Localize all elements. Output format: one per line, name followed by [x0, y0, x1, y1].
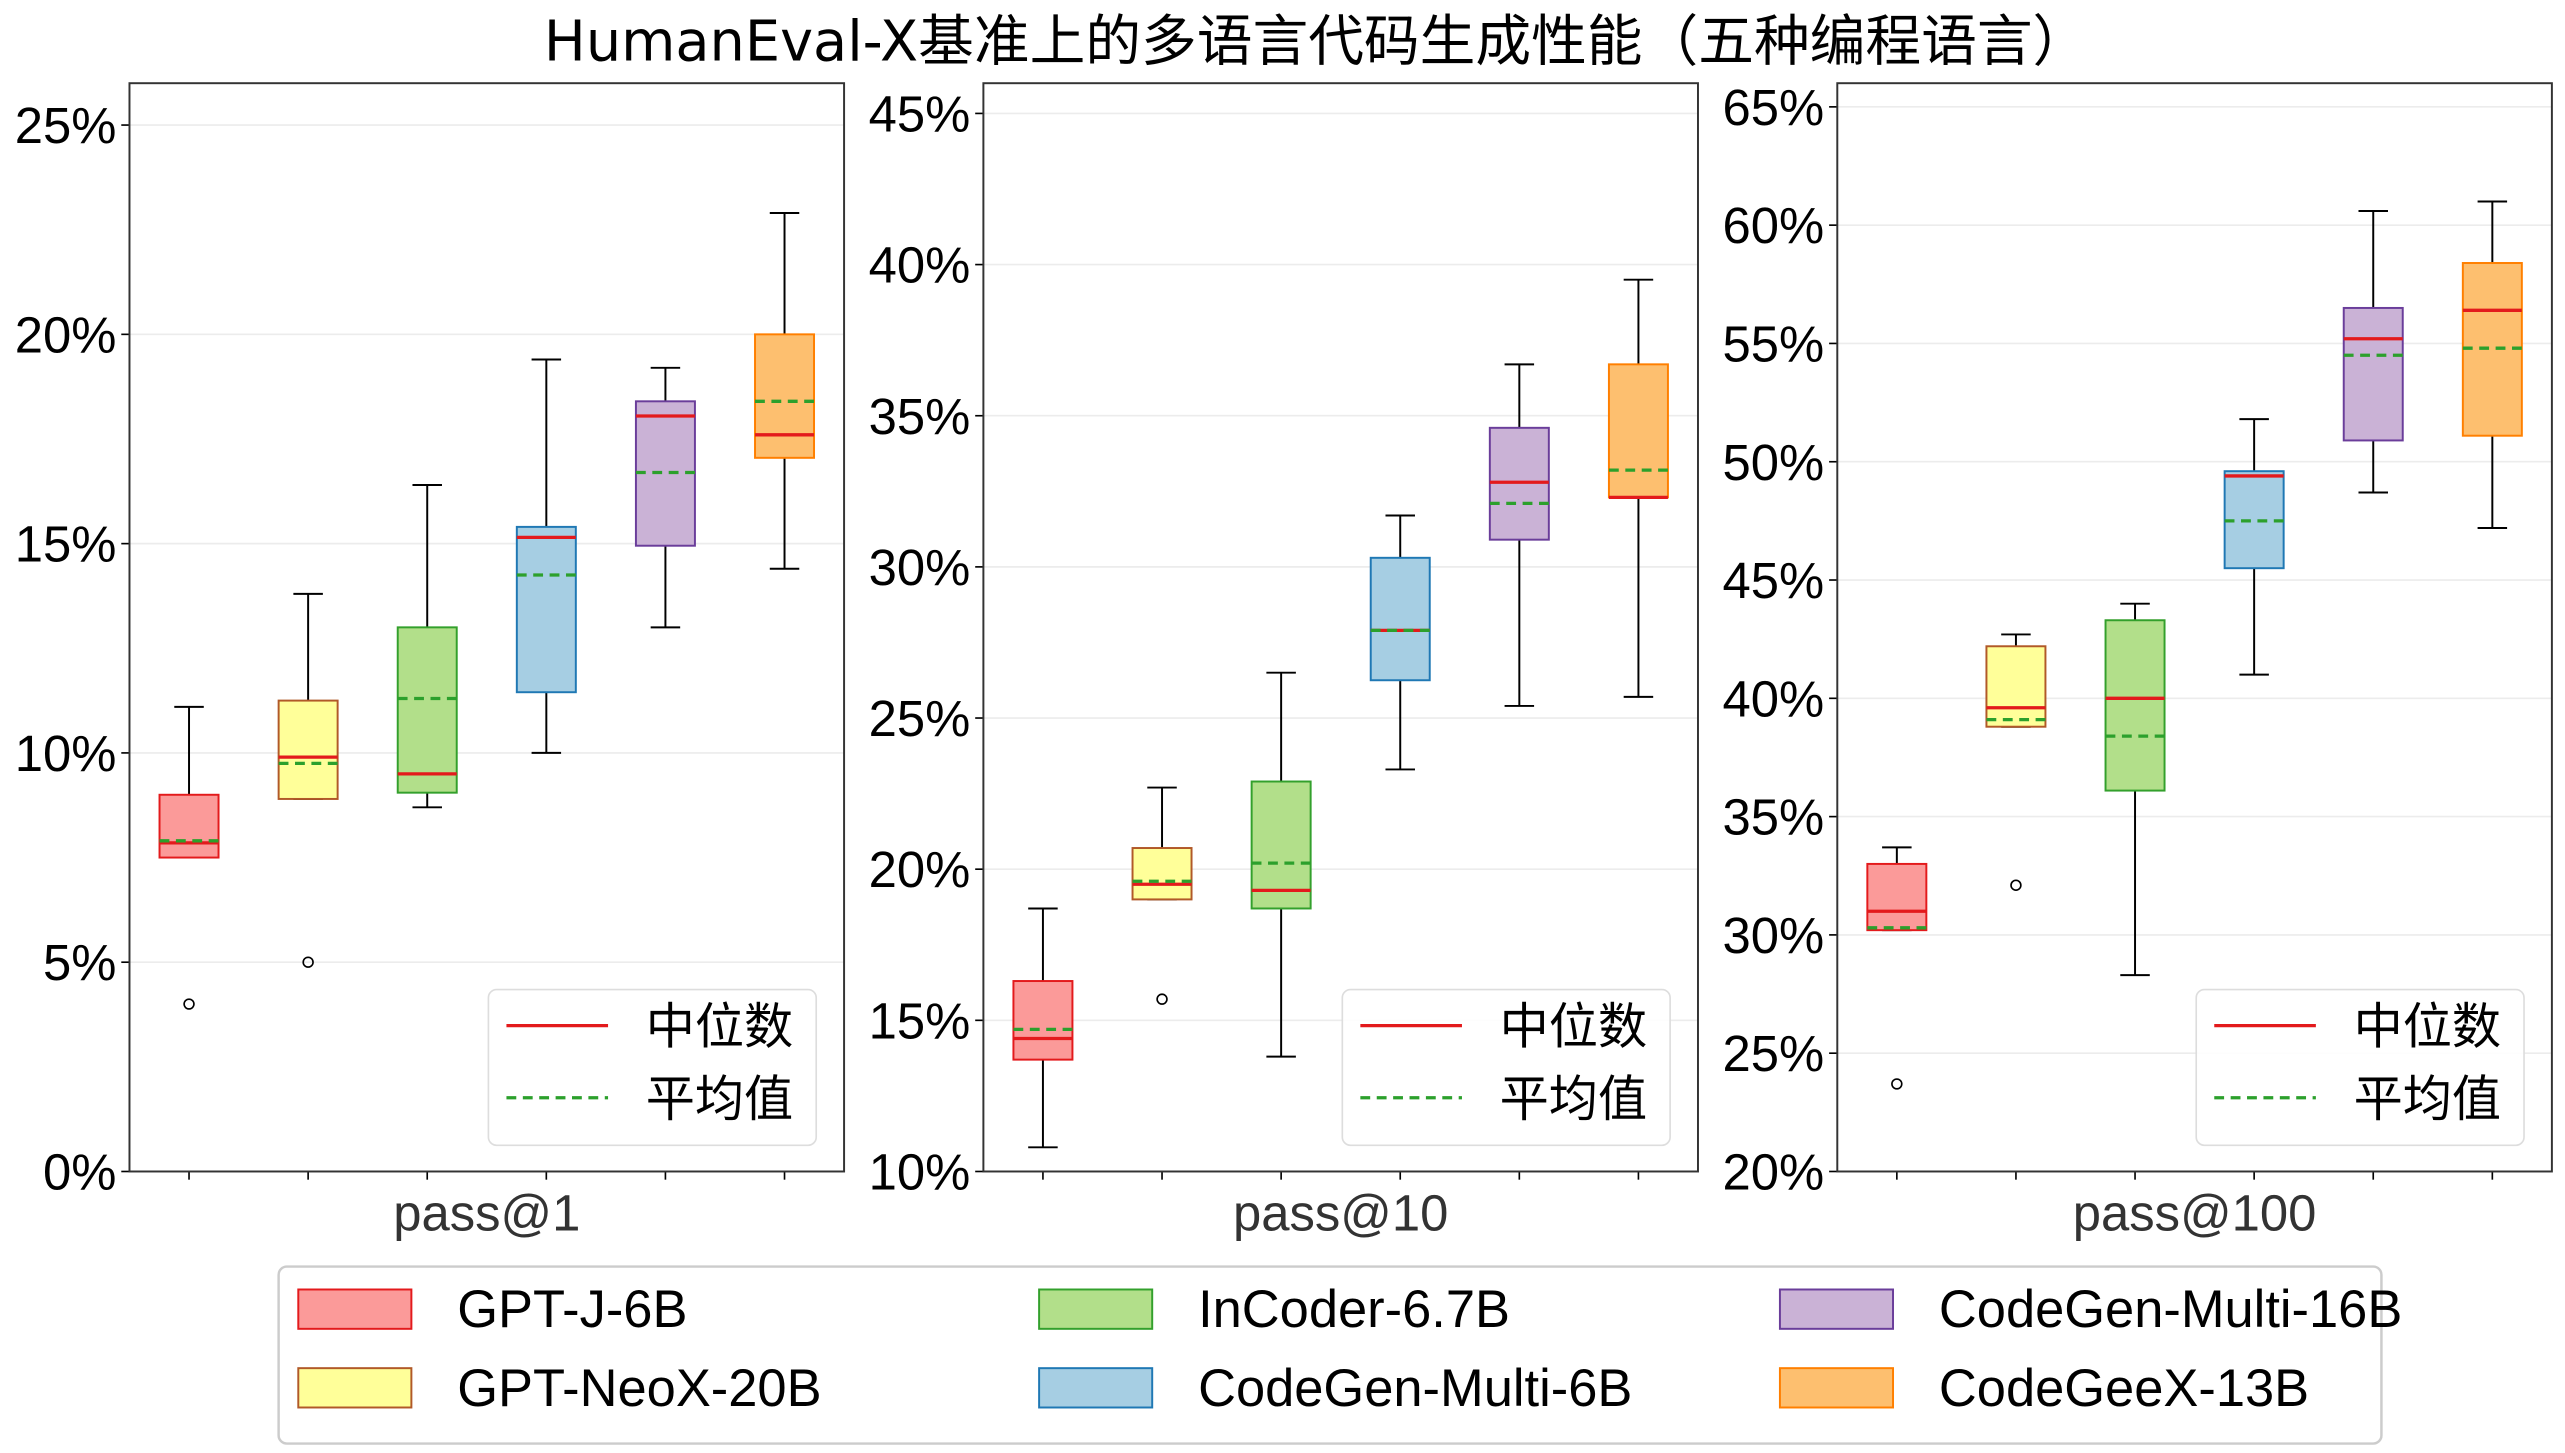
box-CodeGeeX-13B: [754, 333, 816, 459]
outlier-point: [302, 956, 314, 968]
box-GPT-NeoX-20B: [1131, 847, 1193, 901]
outlier-point: [183, 998, 195, 1010]
y-tick-label: 25%: [1723, 1025, 1825, 1082]
box-CodeGen-Multi-6B: [515, 525, 577, 694]
legend-swatch: [1778, 1288, 1895, 1330]
legend-swatch: [297, 1288, 413, 1330]
axes-frame: [982, 82, 1699, 1173]
y-tick-label: 30%: [1723, 907, 1825, 964]
legend-item-CodeGen-Multi-16B: CodeGen-Multi-16B: [1778, 1281, 2402, 1339]
box-InCoder-6.7B: [2104, 619, 2166, 792]
y-tick-label: 30%: [869, 539, 971, 596]
y-tick-label: 40%: [869, 237, 971, 294]
y-tick-label: 35%: [1723, 789, 1825, 846]
box-CodeGen-Multi-16B: [2342, 306, 2404, 442]
legend-label: CodeGen-Multi-6B: [1198, 1360, 1632, 1418]
box-GPT-J-6B: [1866, 862, 1928, 932]
legend-item-CodeGen-Multi-6B: CodeGen-Multi-6B: [1038, 1360, 1632, 1418]
box-GPT-J-6B: [1012, 980, 1074, 1061]
x-axis-label: pass@10: [1233, 1184, 1448, 1241]
legend-label: GPT-NeoX-20B: [457, 1360, 821, 1418]
mean-legend-label: 平均值: [1500, 1070, 1647, 1128]
y-tick-label: 40%: [1723, 670, 1825, 727]
y-tick-label: 60%: [1723, 197, 1825, 254]
legend-label: InCoder-6.7B: [1198, 1281, 1510, 1339]
y-tick-label: 55%: [1723, 315, 1825, 372]
box-InCoder-6.7B: [396, 626, 458, 794]
y-tick-label: 50%: [1723, 434, 1825, 491]
axes-frame: [128, 82, 846, 1173]
y-tick-label: 20%: [869, 841, 971, 898]
legend-label: CodeGen-Multi-16B: [1939, 1281, 2402, 1339]
y-tick-label: 45%: [1723, 552, 1825, 609]
legend-label: GPT-J-6B: [457, 1281, 687, 1339]
median-legend-label: 中位数: [646, 998, 793, 1056]
stat-legend-frame: [1341, 988, 1671, 1147]
median-legend-label: 中位数: [1500, 998, 1647, 1056]
legend-swatch: [1778, 1367, 1895, 1409]
y-tick-label: 15%: [15, 516, 117, 573]
y-tick-label: 35%: [869, 388, 971, 445]
chart-title: HumanEval-X基准上的多语言代码生成性能（五种编程语言）: [544, 9, 2088, 74]
legend-label: CodeGeeX-13B: [1939, 1360, 2309, 1418]
y-tick-label: 0%: [43, 1144, 116, 1201]
box-GPT-NeoX-20B: [1985, 645, 2047, 728]
legend-item-CodeGeeX-13B: CodeGeeX-13B: [1778, 1360, 2309, 1418]
outlier-point: [2010, 879, 2022, 891]
legend-swatch: [1038, 1367, 1154, 1409]
legend-swatch: [1038, 1288, 1154, 1330]
legend-item-GPT-NeoX-20B: GPT-NeoX-20B: [297, 1360, 822, 1418]
stat-legend-frame: [487, 988, 818, 1147]
y-tick-label: 10%: [15, 725, 117, 782]
mean-legend-label: 平均值: [646, 1070, 793, 1128]
mean-legend-label: 平均值: [2354, 1070, 2501, 1128]
y-tick-label: 65%: [1723, 79, 1825, 136]
y-tick-label: 15%: [869, 992, 971, 1049]
x-axis-label: pass@1: [393, 1184, 580, 1241]
y-tick-label: 25%: [15, 97, 117, 154]
median-legend-label: 中位数: [2354, 998, 2501, 1056]
box-GPT-J-6B: [158, 793, 220, 859]
panel-pass@100: 20% 25% 30% 35% 40% 45% 50% 55% 60% 65% pass@100 中位…: [1723, 79, 2553, 1241]
y-tick-label: 25%: [869, 690, 971, 747]
stat-legend-frame: [2195, 988, 2525, 1147]
legend-item-InCoder-6.7B: InCoder-6.7B: [1038, 1281, 1510, 1339]
y-tick-label: 10%: [869, 1144, 971, 1201]
box-InCoder-6.7B: [1250, 780, 1312, 910]
legend-swatch: [297, 1367, 413, 1409]
box-GPT-NeoX-20B: [277, 699, 339, 800]
y-tick-label: 20%: [1723, 1144, 1825, 1201]
box-CodeGen-Multi-6B: [1369, 556, 1431, 682]
axes-frame: [1836, 82, 2553, 1173]
outlier-point: [1156, 993, 1168, 1005]
y-tick-label: 45%: [869, 85, 971, 142]
box-CodeGeeX-13B: [1607, 363, 1669, 499]
y-tick-label: 20%: [15, 306, 117, 363]
series-legend: GPT-J-6B GPT-NeoX-20B InCoder-6.7B CodeGen-…: [277, 1265, 2402, 1445]
y-tick-label: 5%: [43, 934, 116, 991]
legend-item-GPT-J-6B: GPT-J-6B: [297, 1281, 687, 1339]
x-axis-label: pass@100: [2073, 1184, 2317, 1241]
outlier-point: [1891, 1078, 1903, 1090]
